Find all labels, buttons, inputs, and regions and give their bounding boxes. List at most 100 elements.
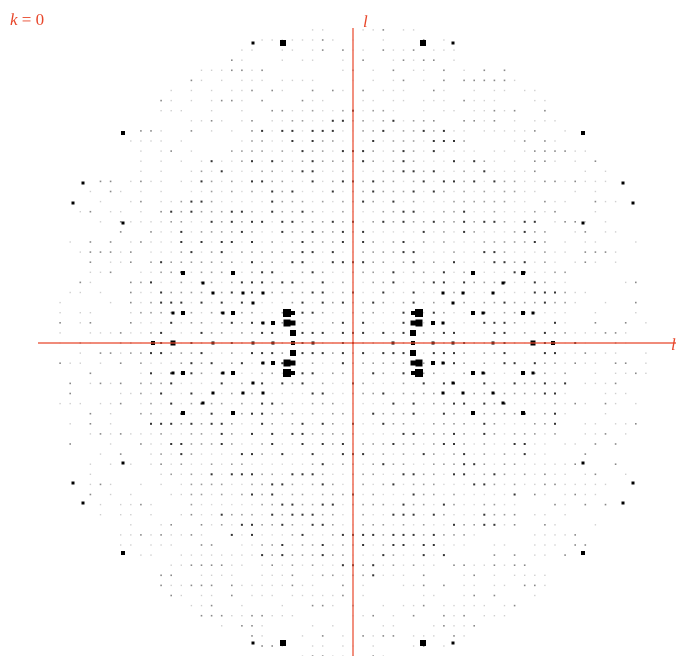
lattice-spot [473,382,475,385]
lattice-spot [271,524,273,526]
lattice-spot [271,140,273,142]
lattice-spot [432,533,435,536]
lattice-spot [140,291,142,294]
lattice-spot [200,483,203,486]
lattice-spot [473,150,475,152]
lattice-spot [291,554,294,556]
lattice-spot [463,594,465,597]
lattice-spot [483,402,486,405]
lattice-spot [261,39,263,41]
lattice-spot [473,251,475,253]
lattice-spot [180,301,183,304]
lattice-spot [130,301,132,304]
lattice-spot [513,281,516,284]
lattice-spot [231,231,233,233]
lattice-spot [231,170,233,172]
lattice-spot [130,140,132,142]
lattice-spot [463,120,465,122]
lattice-spot [210,422,213,425]
lattice-spot [423,352,425,354]
lattice-spot [443,614,445,617]
lattice-spot [433,130,435,132]
lattice-spot [180,160,182,162]
lattice-spot [533,220,536,223]
lattice-spot [554,321,556,324]
lattice-spot [291,140,294,142]
lattice-spot [200,200,203,203]
lattice-spot [453,402,455,405]
lattice-spot [473,261,475,263]
lattice-spot [493,513,496,516]
lattice-spot [453,604,455,607]
lattice-spot [291,129,294,132]
lattice-spot [594,493,597,496]
lattice-spot [503,321,506,324]
lattice-spot [140,200,142,203]
lattice-spot [281,170,283,172]
lattice-spot [463,230,466,233]
lattice-spot [564,554,566,556]
lattice-spot [230,533,233,536]
lattice-spot [332,473,334,475]
lattice-spot [210,69,213,71]
lattice-spot [170,534,172,536]
lattice-spot [433,433,435,435]
lattice-spot [412,412,415,415]
lattice-spot [574,352,576,354]
lattice-spot [473,231,475,233]
lattice-spot [362,190,364,193]
lattice-spot [170,413,172,415]
lattice-spot [120,534,122,536]
lattice-spot [251,554,253,556]
lattice-spot [150,251,152,253]
lattice-spot [503,615,506,617]
lattice-spot [483,392,486,395]
lattice-spot [291,180,294,183]
lattice-spot [453,190,455,193]
lattice-spot [443,524,445,526]
lattice-spot [271,372,273,375]
lattice-spot [200,493,203,496]
lattice-spot [503,584,506,587]
lattice-spot [341,453,344,456]
lattice-spot [473,564,475,566]
lattice-spot [453,160,455,163]
lattice-spot [170,221,172,223]
lattice-spot [473,584,475,587]
lattice-spot [79,291,81,294]
lattice-spot [342,433,344,435]
lattice-spot [281,503,284,506]
lattice-spot [554,301,556,304]
lattice-spot [635,241,637,243]
lattice-spot [241,271,243,273]
lattice-spot [372,150,374,152]
strong-reflection [621,501,625,505]
strong-reflection [211,291,215,295]
lattice-spot [301,493,304,496]
lattice-spot [524,322,526,324]
lattice-spot [483,523,486,526]
lattice-spot [614,423,617,425]
lattice-spot [301,453,304,455]
lattice-spot [564,150,566,152]
lattice-spot [564,514,566,516]
lattice-spot [342,382,344,385]
lattice-spot [534,312,536,314]
lattice-spot [342,281,344,284]
lattice-spot [402,261,405,263]
lattice-spot [614,443,617,445]
lattice-spot [463,261,465,263]
lattice-spot [453,241,455,243]
lattice-spot [392,110,395,112]
lattice-spot [291,423,294,425]
lattice-spot [574,493,576,496]
lattice-spot [321,39,324,41]
lattice-spot [281,412,284,415]
lattice-spot [200,352,203,355]
lattice-spot [423,291,425,294]
lattice-spot [311,463,314,465]
lattice-spot [160,433,162,435]
lattice-spot [231,423,233,425]
lattice-spot [261,220,264,223]
lattice-spot [231,251,233,253]
